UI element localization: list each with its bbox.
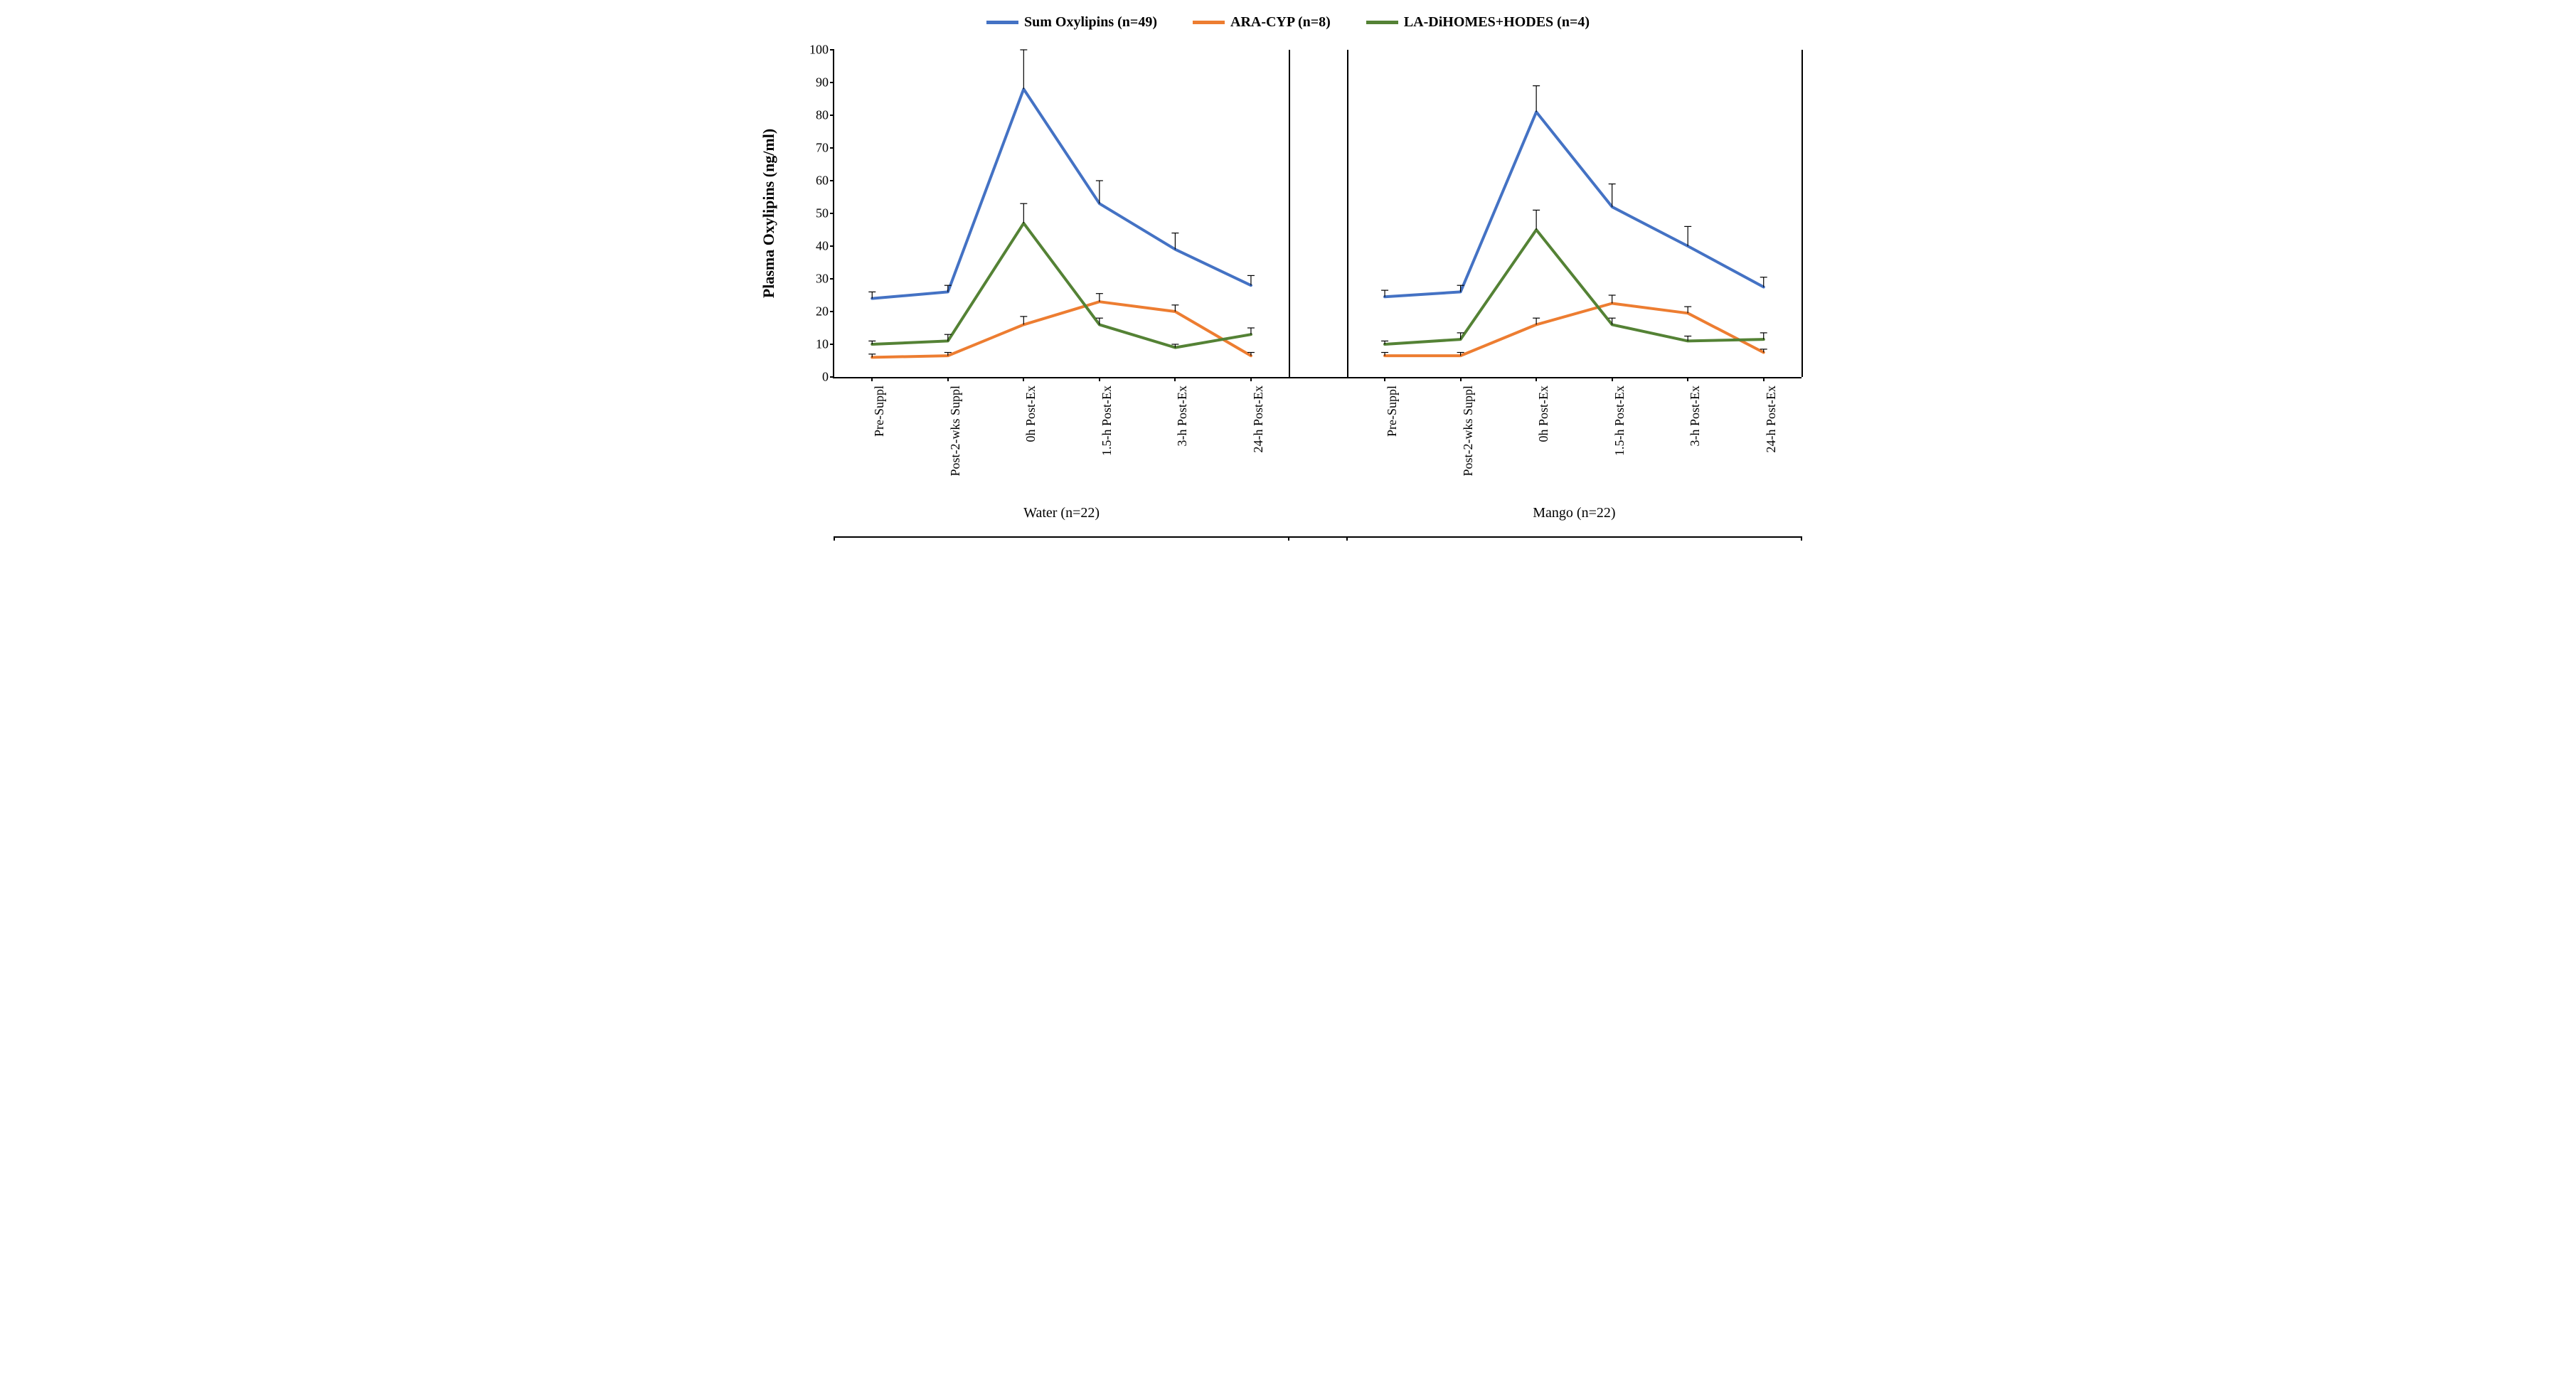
panel-label: Mango (n=22) (1533, 505, 1615, 521)
series-line (872, 302, 1251, 357)
y-tick-mark (830, 311, 834, 312)
series-line (1385, 230, 1764, 344)
x-tick-mark (1536, 377, 1537, 381)
legend: Sum Oxylipins (n=49) ARA-CYP (n=8) LA-DiHO… (755, 14, 1821, 31)
y-tick-mark (830, 376, 834, 378)
series-line (872, 223, 1251, 348)
x-tick-mark (1612, 377, 1613, 381)
legend-label: Sum Oxylipins (n=49) (1024, 14, 1157, 31)
legend-item: LA-DiHOMES+HODES (n=4) (1366, 14, 1590, 31)
y-tick-mark (830, 213, 834, 214)
panel-tick-mark (834, 536, 835, 541)
y-tick-mark (830, 245, 834, 247)
legend-swatch (986, 21, 1018, 24)
x-tick-label: 0h Post-Ex (1023, 386, 1038, 442)
panel-tick-mark (1288, 536, 1289, 541)
legend-label: LA-DiHOMES+HODES (n=4) (1404, 14, 1590, 31)
x-tick-label: 3-h Post-Ex (1688, 386, 1703, 447)
x-tick-mark (871, 377, 873, 381)
x-tick-mark (1023, 377, 1024, 381)
panel-tick-mark (1346, 536, 1348, 541)
plot-area: 0102030405060708090100Water (n=22)Mango … (833, 50, 1801, 378)
series-layer (834, 50, 1801, 377)
legend-item: ARA-CYP (n=8) (1193, 14, 1331, 31)
x-tick-mark (1460, 377, 1462, 381)
y-tick-mark (830, 49, 834, 51)
x-tick-label: 24-h Post-Ex (1764, 386, 1779, 453)
y-axis-title: Plasma Oxylipins (ng/ml) (760, 129, 778, 298)
x-tick-label: Pre-Suppl (872, 386, 887, 437)
x-tick-label: 0h Post-Ex (1536, 386, 1551, 442)
legend-item: Sum Oxylipins (n=49) (986, 14, 1157, 31)
panel-label: Water (n=22) (1023, 505, 1100, 521)
panel-tick-mark (1801, 536, 1802, 541)
legend-swatch (1193, 21, 1225, 24)
x-tick-label: 1.5-h Post-Ex (1612, 386, 1627, 456)
y-tick-mark (830, 344, 834, 345)
x-tick-label: 1.5-h Post-Ex (1100, 386, 1114, 456)
x-tick-mark (1099, 377, 1100, 381)
series-line (1385, 304, 1764, 356)
panel-baseline (834, 536, 1801, 538)
chart-container: Sum Oxylipins (n=49) ARA-CYP (n=8) LA-DiHO… (755, 14, 1821, 583)
series-line (872, 89, 1251, 298)
x-tick-mark (1250, 377, 1252, 381)
x-tick-label: Post-2-wks Suppl (1461, 386, 1476, 477)
legend-swatch (1366, 21, 1398, 24)
legend-label: ARA-CYP (n=8) (1230, 14, 1331, 31)
panel-divider (1289, 50, 1290, 377)
x-tick-label: 24-h Post-Ex (1251, 386, 1266, 453)
y-tick-mark (830, 147, 834, 149)
x-tick-label: 3-h Post-Ex (1175, 386, 1190, 447)
y-tick-mark (830, 82, 834, 83)
series-line (1385, 112, 1764, 297)
x-tick-mark (1763, 377, 1765, 381)
x-tick-label: Post-2-wks Suppl (948, 386, 963, 477)
x-tick-mark (1174, 377, 1176, 381)
x-tick-mark (947, 377, 949, 381)
x-tick-mark (1384, 377, 1385, 381)
y-tick-mark (830, 115, 834, 116)
y-tick-mark (830, 278, 834, 280)
x-tick-mark (1687, 377, 1688, 381)
panel-divider (1801, 50, 1803, 377)
y-tick-mark (830, 180, 834, 181)
panel-divider (1347, 50, 1348, 377)
x-tick-label: Pre-Suppl (1385, 386, 1400, 437)
